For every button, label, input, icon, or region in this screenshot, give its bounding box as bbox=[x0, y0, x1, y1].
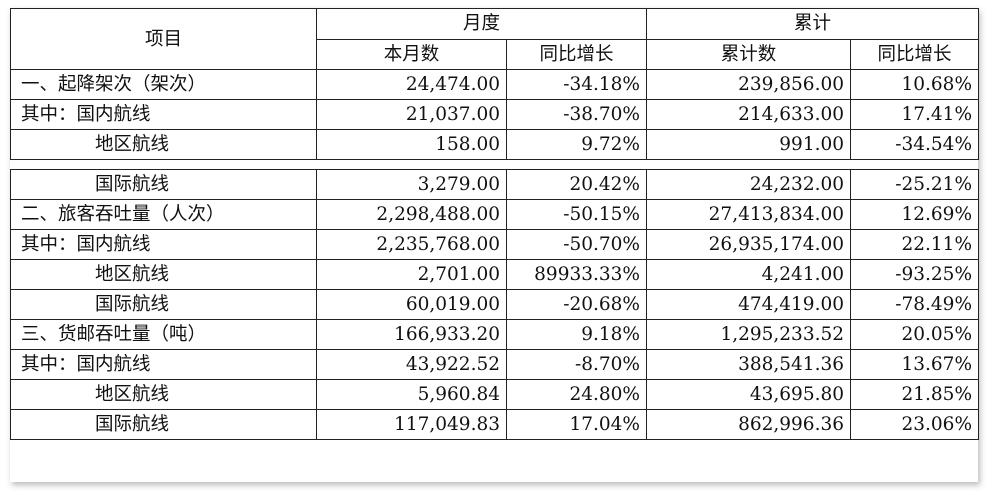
header-monthly-group: 月度 bbox=[315, 8, 648, 40]
monthly-count-cell: 2,701.00 bbox=[316, 259, 507, 290]
monthly-yoy-cell: -34.18% bbox=[505, 69, 648, 100]
monthly-yoy-cell: -50.15% bbox=[505, 199, 648, 230]
row-label: 一、起降架次（架次） bbox=[10, 69, 317, 100]
monthly-yoy-cell: 24.80% bbox=[505, 379, 648, 410]
header-cumulative-yoy: 同比增长 bbox=[850, 38, 980, 70]
cumulative-count-cell: 388,541.36 bbox=[646, 349, 852, 380]
table-row: 地区航线 5,960.84 24.80% 43,695.80 21.85% bbox=[10, 379, 980, 410]
header-monthly-count: 本月数 bbox=[316, 38, 507, 70]
row-label: 地区航线 bbox=[10, 259, 317, 290]
header-item: 项目 bbox=[10, 8, 317, 70]
cumulative-count-cell: 4,241.00 bbox=[646, 259, 852, 290]
row-label: 三、货邮吞吐量（吨） bbox=[10, 319, 317, 350]
cumulative-count-cell: 43,695.80 bbox=[646, 379, 852, 410]
cumulative-count-cell: 24,232.00 bbox=[646, 169, 852, 200]
row-label: 其中：国内航线 bbox=[10, 99, 317, 130]
monthly-yoy-cell: -38.70% bbox=[505, 99, 648, 130]
table-row: 地区航线 2,701.00 89933.33% 4,241.00 -93.25% bbox=[10, 259, 980, 290]
cumulative-count-cell: 862,996.36 bbox=[646, 409, 852, 440]
monthly-count-cell: 117,049.83 bbox=[316, 409, 507, 440]
row-label: 国际航线 bbox=[10, 409, 317, 440]
header-monthly-yoy: 同比增长 bbox=[505, 38, 648, 70]
monthly-yoy-cell: -20.68% bbox=[505, 289, 648, 320]
cumulative-yoy-cell: -25.21% bbox=[850, 169, 980, 200]
cumulative-yoy-cell: 10.68% bbox=[850, 69, 980, 100]
cumulative-yoy-cell: -78.49% bbox=[850, 289, 980, 320]
monthly-count-cell: 2,298,488.00 bbox=[316, 199, 507, 230]
cumulative-count-cell: 474,419.00 bbox=[646, 289, 852, 320]
table-row: 其中：国内航线 2,235,768.00 -50.70% 26,935,174.… bbox=[10, 229, 980, 260]
monthly-count-cell: 5,960.84 bbox=[316, 379, 507, 410]
monthly-yoy-cell: -8.70% bbox=[505, 349, 648, 380]
cumulative-yoy-cell: 17.41% bbox=[850, 99, 980, 130]
cumulative-yoy-cell: 22.11% bbox=[850, 229, 980, 260]
row-label: 其中：国内航线 bbox=[10, 229, 317, 260]
row-label: 国际航线 bbox=[10, 169, 317, 200]
cumulative-yoy-cell: -34.54% bbox=[850, 129, 980, 160]
monthly-yoy-cell: -50.70% bbox=[505, 229, 648, 260]
monthly-yoy-cell: 20.42% bbox=[505, 169, 648, 200]
monthly-count-cell: 3,279.00 bbox=[316, 169, 507, 200]
cumulative-count-cell: 27,413,834.00 bbox=[646, 199, 852, 230]
header-cumulative-count: 累计数 bbox=[646, 38, 852, 70]
cumulative-count-cell: 1,295,233.52 bbox=[646, 319, 852, 350]
table-row: 地区航线 158.00 9.72% 991.00 -34.54% bbox=[10, 129, 980, 160]
cumulative-yoy-cell: 12.69% bbox=[850, 199, 980, 230]
statistics-sheet: 项目 月度 累计 本月数 同比增长 累计数 同比增长 一、起降架次（架次） 24… bbox=[10, 8, 980, 482]
cumulative-yoy-cell: 23.06% bbox=[850, 409, 980, 440]
table-row: 其中：国内航线 43,922.52 -8.70% 388,541.36 13.6… bbox=[10, 349, 980, 380]
table-row: 国际航线 3,279.00 20.42% 24,232.00 -25.21% bbox=[10, 169, 980, 200]
table-row: 其中：国内航线 21,037.00 -38.70% 214,633.00 17.… bbox=[10, 99, 980, 130]
monthly-count-cell: 21,037.00 bbox=[316, 99, 507, 130]
page-break-cell bbox=[11, 160, 979, 170]
monthly-yoy-cell: 89933.33% bbox=[505, 259, 648, 290]
traffic-statistics-table: 项目 月度 累计 本月数 同比增长 累计数 同比增长 一、起降架次（架次） 24… bbox=[10, 8, 980, 440]
header-cumulative-group: 累计 bbox=[646, 8, 980, 40]
row-label: 地区航线 bbox=[10, 379, 317, 410]
monthly-yoy-cell: 17.04% bbox=[505, 409, 648, 440]
row-label: 国际航线 bbox=[10, 289, 317, 320]
row-label: 地区航线 bbox=[10, 129, 317, 160]
table-row: 国际航线 117,049.83 17.04% 862,996.36 23.06% bbox=[10, 409, 980, 440]
monthly-count-cell: 24,474.00 bbox=[316, 69, 507, 100]
cumulative-count-cell: 991.00 bbox=[646, 129, 852, 160]
monthly-yoy-cell: 9.72% bbox=[505, 129, 648, 160]
monthly-count-cell: 2,235,768.00 bbox=[316, 229, 507, 260]
monthly-count-cell: 158.00 bbox=[316, 129, 507, 160]
monthly-count-cell: 166,933.20 bbox=[316, 319, 507, 350]
page-break-row bbox=[11, 160, 979, 170]
cumulative-count-cell: 214,633.00 bbox=[646, 99, 852, 130]
cumulative-yoy-cell: 13.67% bbox=[850, 349, 980, 380]
monthly-count-cell: 60,019.00 bbox=[316, 289, 507, 320]
cumulative-yoy-cell: -93.25% bbox=[850, 259, 980, 290]
cumulative-yoy-cell: 20.05% bbox=[850, 319, 980, 350]
table-row: 三、货邮吞吐量（吨） 166,933.20 9.18% 1,295,233.52… bbox=[10, 319, 980, 350]
row-label: 二、旅客吞吐量（人次） bbox=[10, 199, 317, 230]
cumulative-count-cell: 26,935,174.00 bbox=[646, 229, 852, 260]
monthly-count-cell: 43,922.52 bbox=[316, 349, 507, 380]
cumulative-count-cell: 239,856.00 bbox=[646, 69, 852, 100]
cumulative-yoy-cell: 21.85% bbox=[850, 379, 980, 410]
table-row: 一、起降架次（架次） 24,474.00 -34.18% 239,856.00 … bbox=[10, 69, 980, 100]
table-row: 国际航线 60,019.00 -20.68% 474,419.00 -78.49… bbox=[10, 289, 980, 320]
monthly-yoy-cell: 9.18% bbox=[505, 319, 648, 350]
table-row: 二、旅客吞吐量（人次） 2,298,488.00 -50.15% 27,413,… bbox=[10, 199, 980, 230]
row-label: 其中：国内航线 bbox=[10, 349, 317, 380]
